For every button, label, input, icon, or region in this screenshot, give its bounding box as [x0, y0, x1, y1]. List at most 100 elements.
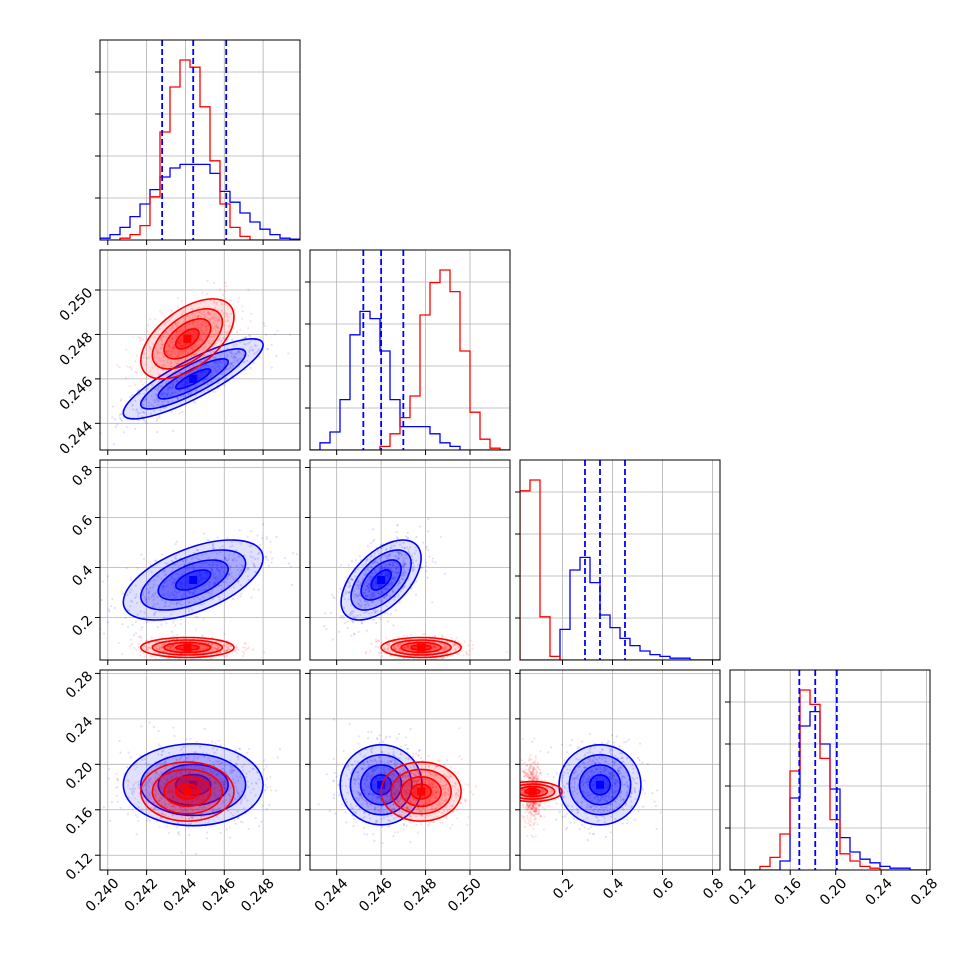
scatter-point	[207, 355, 210, 358]
scatter-point	[161, 335, 165, 338]
scatter-point	[226, 313, 229, 316]
scatter-point	[153, 401, 156, 404]
scatter-point	[184, 344, 188, 347]
scatter-point	[211, 565, 214, 568]
scatter-point	[181, 344, 184, 348]
scatter-point	[165, 330, 168, 333]
scatter-point	[231, 364, 234, 367]
scatter-point	[166, 374, 169, 377]
scatter-point	[170, 410, 174, 413]
scatter-point	[110, 800, 114, 804]
scatter-point	[176, 305, 180, 308]
scatter-point	[212, 542, 215, 545]
scatter-point	[129, 638, 132, 641]
scatter-point	[204, 588, 207, 591]
scatter-point	[244, 343, 247, 346]
scatter-point	[180, 339, 183, 342]
scatter-point	[171, 327, 174, 330]
scatter-point	[193, 342, 197, 346]
scatter-point	[196, 375, 199, 378]
scatter-point	[131, 600, 134, 603]
scatter-point	[211, 316, 214, 320]
scatter-point	[194, 402, 197, 405]
contour-line	[139, 298, 235, 380]
scatter-point	[374, 645, 377, 648]
scatter-point	[140, 360, 144, 363]
scatter-point	[202, 311, 205, 314]
scatter-point	[144, 597, 148, 600]
scatter-point	[149, 655, 152, 658]
scatter-point	[141, 383, 145, 386]
scatter-point	[231, 544, 234, 547]
scatter-point	[221, 373, 224, 376]
scatter-point	[226, 355, 229, 358]
scatter-point	[200, 372, 203, 375]
scatter-point	[162, 762, 166, 765]
scatter-point	[187, 826, 190, 829]
scatter-point	[181, 360, 184, 363]
scatter-point	[248, 348, 252, 351]
gridlines	[100, 250, 300, 450]
scatter-point	[150, 636, 153, 639]
scatter-point	[149, 412, 152, 415]
scatter-point	[339, 616, 342, 619]
scatter-point	[191, 320, 194, 324]
scatter-point	[271, 557, 274, 560]
scatter-point	[190, 372, 194, 376]
scatter-point	[171, 324, 174, 327]
scatter-point	[107, 608, 110, 611]
scatter-point	[172, 346, 176, 349]
scatter-point	[176, 634, 179, 637]
scatter-point	[177, 331, 181, 334]
scatter-point	[126, 608, 129, 611]
scatter-point	[140, 553, 143, 556]
scatter-point	[194, 628, 197, 631]
scatter-point	[276, 756, 279, 759]
scatter-point	[230, 361, 233, 364]
scatter-point	[186, 382, 189, 385]
scatter-point	[162, 406, 165, 410]
scatter-point	[190, 557, 193, 561]
scatter-point	[116, 800, 119, 803]
scatter-point	[213, 319, 216, 322]
scatter-point	[165, 350, 168, 353]
scatter-point	[153, 356, 157, 359]
scatter-point	[190, 391, 193, 394]
scatter-point	[187, 393, 190, 396]
scatter-point	[153, 579, 156, 582]
scatter-point	[167, 343, 171, 346]
scatter-point	[202, 378, 206, 381]
scatter-point	[218, 337, 221, 341]
scatter-point	[265, 807, 268, 811]
scatter-point	[233, 309, 237, 312]
scatter-point	[212, 563, 215, 566]
scatter-point	[193, 353, 196, 356]
scatter-point	[287, 352, 290, 355]
scatter-point	[182, 328, 186, 332]
scatter-point	[217, 309, 220, 312]
scatter-point	[163, 364, 167, 367]
scatter-point	[357, 630, 360, 634]
scatter-point	[201, 373, 204, 377]
scatter-point	[181, 344, 184, 347]
y-tick-label: 0.250	[57, 285, 97, 325]
scatter-point	[193, 589, 196, 592]
scatter-point	[102, 632, 106, 635]
scatter-point	[234, 356, 238, 359]
scatter-point	[191, 347, 194, 350]
scatter-point	[234, 356, 237, 359]
scatter-point	[202, 596, 205, 599]
scatter-point	[158, 373, 162, 376]
scatter-point	[420, 566, 424, 569]
scatter-point	[151, 593, 154, 596]
y-tick-label: 0.8	[69, 462, 96, 489]
scatter-point	[180, 353, 184, 356]
scatter-point	[232, 344, 236, 347]
scatter-point	[125, 425, 128, 429]
scatter-point	[252, 565, 255, 568]
scatter-point	[270, 343, 273, 346]
scatter-point	[161, 364, 164, 367]
scatter-point	[381, 655, 384, 658]
scatter-point	[135, 648, 138, 652]
scatter-point	[302, 316, 304, 318]
